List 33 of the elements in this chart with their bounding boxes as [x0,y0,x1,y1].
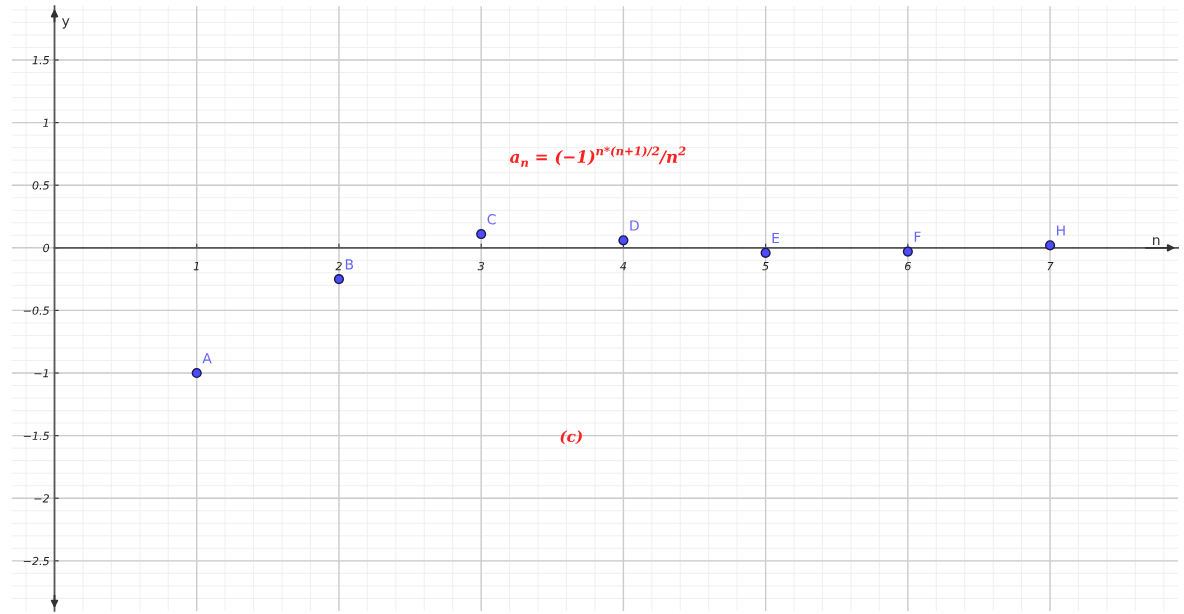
annotation: H [1057,225,1065,236]
point [1044,240,1056,251]
annotation: B [345,259,354,270]
y-tick-label: 1.5 [32,56,50,65]
x-tick-label: 7 [1047,262,1054,271]
x-tick-label: 5 [762,262,769,271]
x-axis-title: n [1153,237,1160,245]
y-tick-label: −0.5 [23,306,50,315]
y-tick-label: 1 [43,118,48,127]
annotation: F [914,231,921,242]
x-tick-label: 6 [905,261,911,271]
point [902,246,913,257]
y-axis-title: y [62,18,70,29]
y-tick-label: −2.5 [23,556,50,566]
point [333,274,345,285]
x-tick-label: 1 [193,262,199,271]
y-tick-label: −1 [34,369,48,378]
y-tick-label: 0 [43,243,50,253]
point [618,235,629,246]
point [191,367,202,379]
annotation: (c) [560,430,582,445]
annotation: A [202,353,212,364]
annotation: D [630,220,639,231]
x-tick-label: 3 [477,261,484,271]
y-tick-label: 0.5 [32,181,50,190]
x-tick-label: 2 [335,261,342,271]
annotation: E [772,232,780,244]
x-tick-label: 4 [620,262,627,271]
point [760,247,771,258]
annotation: C [487,214,496,225]
point [476,228,487,240]
y-tick-label: −2 [34,494,49,503]
y-tick-label: −1.5 [23,431,50,441]
